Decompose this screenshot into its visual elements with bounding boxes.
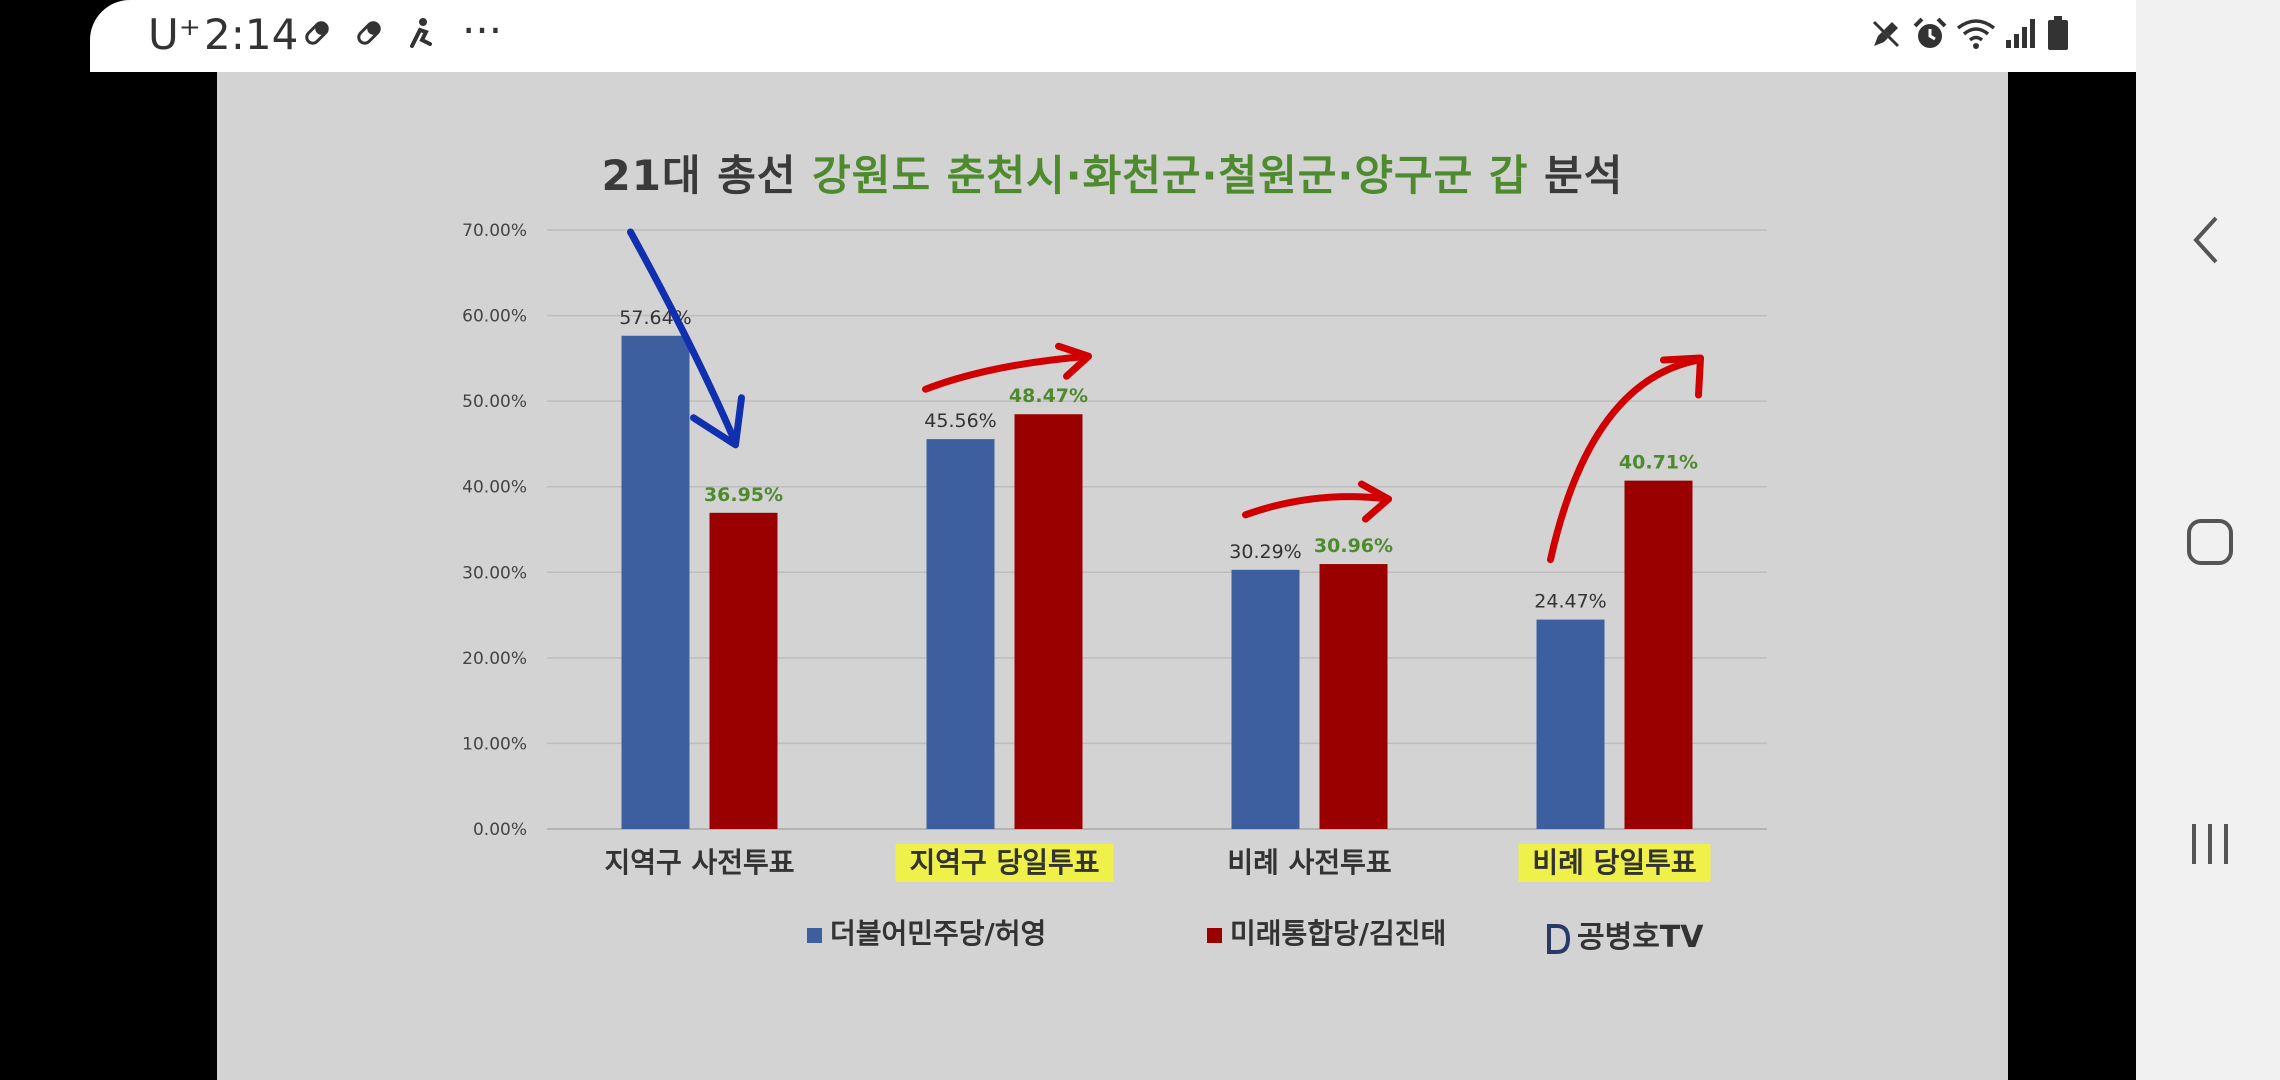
watermark: 공병호TV	[1545, 912, 1703, 956]
home-button[interactable]	[2186, 518, 2234, 570]
pill-icon	[300, 16, 334, 54]
y-tick-label: 10.00%	[462, 734, 527, 754]
bar	[1014, 414, 1083, 829]
chart-title-prefix: 21대 총선	[601, 151, 813, 200]
pill-icon	[352, 16, 386, 54]
category-highlight	[1518, 844, 1711, 882]
red-arrow-3-head	[1660, 354, 1704, 399]
blue-arrow	[627, 228, 739, 447]
y-tick-label: 40.00%	[462, 478, 527, 498]
pen-off-icon	[1868, 16, 1904, 56]
clock: 2:14	[204, 10, 299, 59]
bar	[1231, 569, 1300, 829]
carrier-label: U⁺	[148, 10, 201, 59]
signal-icon	[2004, 16, 2038, 54]
video-frame[interactable]: 21대 총선 강원도 춘천시·화천군·철원군·양구군 갑 분석 0.00% 10.…	[217, 72, 2008, 1080]
chart-title-suffix: 분석	[1528, 151, 1624, 200]
wifi-icon	[1956, 16, 1996, 56]
y-tick-label: 50.00%	[462, 392, 527, 412]
bar	[709, 512, 778, 829]
y-tick-label: 30.00%	[462, 563, 527, 583]
legend-swatch-blue	[807, 927, 822, 943]
red-arrow-1	[922, 352, 1092, 393]
bar	[1624, 480, 1693, 829]
bar	[621, 335, 690, 829]
bar	[1319, 564, 1388, 829]
blue-arrow-head	[690, 394, 745, 449]
y-tick-label: 20.00%	[462, 649, 527, 669]
status-bar: U⁺ 2:14 ···	[90, 0, 2136, 72]
data-label: 45.56%	[924, 410, 996, 432]
category-label: 지역구 사전투표	[604, 846, 794, 879]
data-label: 48.47%	[1009, 385, 1088, 407]
bar	[1536, 619, 1605, 829]
data-label: 30.29%	[1229, 541, 1301, 563]
y-tick-label: 60.00%	[462, 307, 527, 327]
bar-chart: 0.00% 10.00% 20.00% 30.00% 40.00% 50.00% 60.00…	[462, 221, 1767, 882]
bar	[926, 439, 995, 829]
red-arrow-3	[1547, 356, 1702, 564]
legend-label-1: 더불어민주당/허영	[830, 917, 1047, 950]
watermark-logo-icon	[1547, 923, 1571, 954]
category-label: 비례 당일투표	[1532, 846, 1696, 879]
accessibility-icon	[404, 16, 438, 54]
battery-icon	[2046, 16, 2070, 56]
data-label: 40.71%	[1619, 452, 1698, 474]
data-label: 24.47%	[1534, 591, 1606, 613]
legend-item-1: 더불어민주당/허영	[807, 912, 1046, 952]
alarm-icon	[1912, 16, 1948, 56]
more-icon: ···	[462, 6, 503, 55]
data-label: 36.95%	[704, 484, 783, 506]
category-label: 비례 사전투표	[1227, 846, 1391, 879]
category-highlight	[895, 844, 1114, 882]
red-arrow-2	[1242, 493, 1392, 519]
recents-button[interactable]	[2188, 820, 2232, 872]
legend-label-2: 미래통합당/김진태	[1230, 917, 1447, 950]
y-tick-label: 0.00%	[473, 820, 527, 840]
data-label: 30.96%	[1314, 535, 1393, 557]
red-arrow-2-head	[1358, 480, 1392, 523]
legend-swatch-red	[1207, 927, 1222, 943]
category-label: 지역구 당일투표	[909, 846, 1099, 879]
chart-title-highlight: 강원도 춘천시·화천군·철원군·양구군 갑	[812, 151, 1529, 200]
red-arrow-1-head	[1055, 342, 1092, 380]
watermark-text: 공병호TV	[1577, 920, 1704, 955]
back-button[interactable]	[2188, 214, 2224, 270]
navigation-bar	[2136, 0, 2280, 1080]
y-tick-label: 70.00%	[462, 221, 527, 241]
chart-title: 21대 총선 강원도 춘천시·화천군·철원군·양구군 갑 분석	[217, 142, 2008, 203]
legend-item-2: 미래통합당/김진태	[1207, 912, 1446, 952]
